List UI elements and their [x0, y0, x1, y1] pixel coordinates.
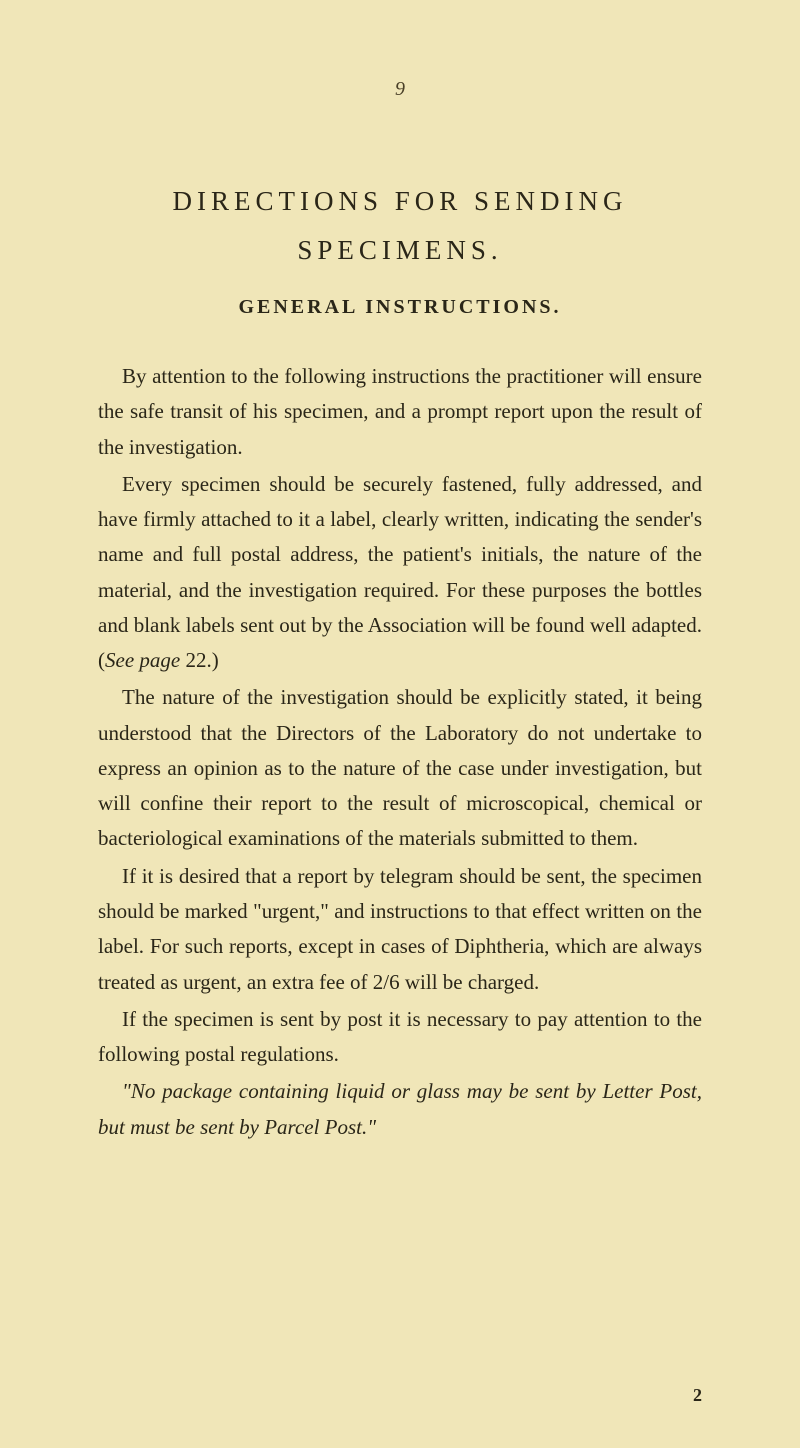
paragraph-3: The nature of the investigation should b… — [98, 680, 702, 856]
paragraph-4: If it is desired that a report by telegr… — [98, 859, 702, 1000]
page-number: 9 — [98, 78, 702, 101]
p2-text-1: Every specimen should be securely fasten… — [98, 472, 702, 672]
p2-text-2: 22.) — [180, 648, 219, 672]
title-line-1: DIRECTIONS FOR SENDING — [98, 186, 702, 217]
paragraph-1: By attention to the following instructio… — [98, 359, 702, 465]
quote-paragraph: "No package containing liquid or glass m… — [98, 1074, 702, 1145]
paragraph-2: Every specimen should be securely fasten… — [98, 467, 702, 679]
subtitle: GENERAL INSTRUCTIONS. — [98, 296, 702, 319]
body-text: By attention to the following instructio… — [98, 359, 702, 1145]
title-line-2: SPECIMENS. — [98, 235, 702, 266]
paragraph-5: If the specimen is sent by post it is ne… — [98, 1002, 702, 1073]
footer-page-number: 2 — [693, 1385, 702, 1406]
p2-italic: See page — [105, 648, 180, 672]
